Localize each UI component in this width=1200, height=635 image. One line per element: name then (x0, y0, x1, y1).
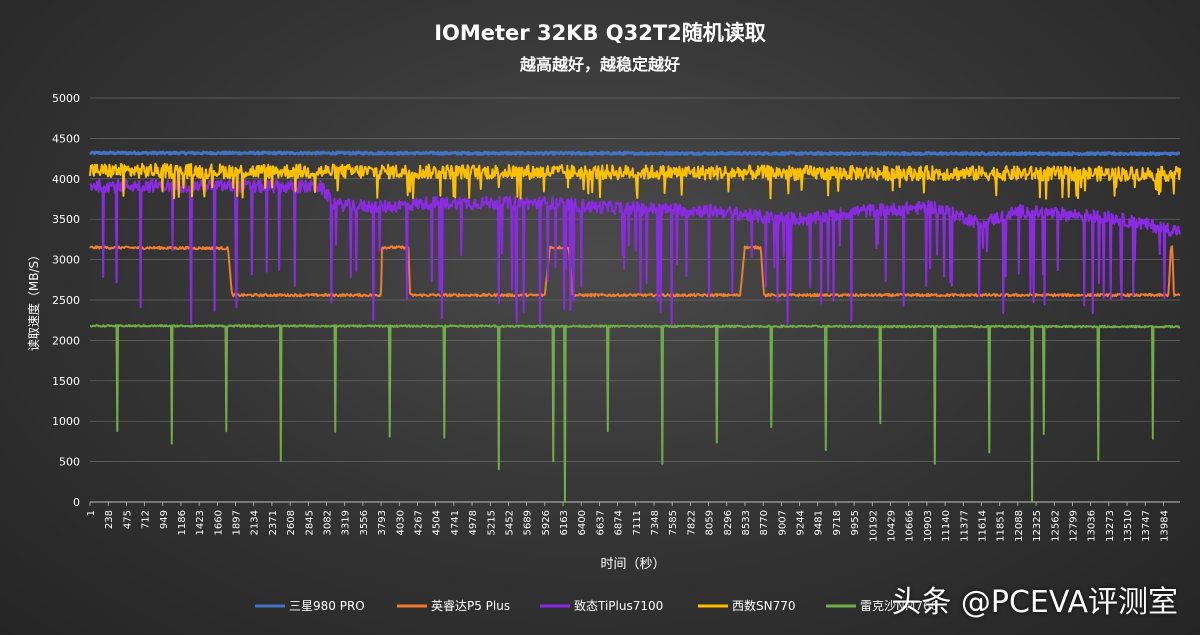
x-tick-label: 1423 (195, 510, 206, 535)
y-axis-label: 读取速度（MB/S） (26, 249, 41, 351)
x-tick-label: 5689 (523, 510, 534, 535)
x-tick-label: 12325 (1032, 510, 1043, 542)
series-line (89, 245, 1181, 298)
x-tick-label: 9955 (850, 510, 861, 535)
x-tick-label: 4030 (395, 510, 406, 535)
legend-label: 三星980 PRO (289, 599, 365, 613)
y-axis: 0 500 1000 1500 2000 2500 3000 3500 4000 4500 5000 (52, 92, 80, 509)
chart-title: IOMeter 32KB Q32T2随机读取 (434, 21, 766, 45)
x-tick-label: 475 (122, 510, 133, 529)
x-tick-label: 7111 (632, 510, 643, 535)
x-tick-label: 13747 (1141, 510, 1152, 542)
x-tick-label: 8059 (705, 510, 716, 535)
series-line (89, 324, 1181, 503)
y-tick-label: 2000 (52, 334, 80, 347)
x-tick-label: 8296 (723, 510, 734, 535)
x-tick-label: 11140 (941, 510, 952, 542)
x-tick-label: 1 (86, 510, 97, 516)
x-tick-label: 4978 (468, 510, 479, 535)
legend-label: 雷克沙NM760 (860, 599, 938, 613)
x-tick-label: 9718 (832, 510, 843, 535)
grid (90, 97, 1180, 503)
x-tick-label: 3319 (341, 510, 352, 535)
x-tick-label: 4741 (450, 510, 461, 535)
legend-label: 西数SN770 (732, 598, 796, 613)
x-tick-label: 4504 (432, 510, 443, 535)
x-tick-label: 10666 (905, 510, 916, 542)
x-tick-label: 5926 (541, 510, 552, 535)
x-tick-label: 6637 (595, 510, 606, 535)
x-tick-label: 6400 (577, 510, 588, 535)
x-tick-label: 12088 (1014, 510, 1025, 542)
x-tick-label: 10429 (887, 510, 898, 542)
x-tick-label: 10192 (868, 510, 879, 542)
x-tick-label: 7822 (686, 510, 697, 535)
y-tick-label: 1500 (52, 375, 80, 388)
y-tick-label: 0 (73, 496, 80, 509)
x-tick-label: 9007 (777, 510, 788, 535)
x-tick-label: 8770 (759, 510, 770, 535)
x-tick-label: 11851 (996, 510, 1007, 542)
x-tick-label: 13510 (1123, 510, 1134, 542)
series-line (89, 178, 1181, 325)
x-tick-label: 3082 (323, 510, 334, 535)
x-tick-label: 712 (141, 510, 152, 529)
x-tick-label: 1186 (177, 510, 188, 535)
x-tick-label: 949 (159, 510, 170, 529)
y-tick-label: 1000 (52, 415, 80, 428)
x-tick-label: 6874 (614, 510, 625, 535)
plot-area (89, 150, 1181, 503)
y-tick-label: 4000 (52, 173, 80, 186)
y-tick-label: 3500 (52, 213, 80, 226)
x-tick-label: 10903 (923, 510, 934, 542)
x-tick-label: 2134 (250, 510, 261, 535)
x-tick-label: 7348 (650, 510, 661, 535)
legend-label: 致态TiPlus7100 (574, 599, 663, 613)
x-tick-label: 5215 (486, 510, 497, 535)
x-tick-label: 2371 (268, 510, 279, 535)
series-line (89, 162, 1181, 200)
x-tick-label: 1897 (232, 510, 243, 535)
y-tick-label: 3000 (52, 254, 80, 267)
x-tick-label: 6163 (559, 510, 570, 535)
x-tick-label: 238 (104, 510, 115, 529)
x-tick-label: 1660 (213, 510, 224, 535)
y-tick-label: 2500 (52, 294, 80, 307)
x-tick-label: 13273 (1105, 510, 1116, 542)
legend: 三星980 PRO 英睿达P5 Plus 致态TiPlus7100 西数SN770 雷克… (255, 598, 938, 613)
x-tick-label: 4267 (413, 510, 424, 535)
x-tick-label: 11377 (959, 510, 970, 542)
x-tick-label: 2608 (286, 510, 297, 535)
x-axis-label: 时间（秒） (600, 557, 665, 572)
legend-label: 英睿达P5 Plus (431, 598, 510, 613)
x-tick-label: 2845 (304, 510, 315, 535)
x-tick-label: 3793 (377, 510, 388, 535)
x-tick-label: 5452 (504, 510, 515, 535)
x-tick-label: 8533 (741, 510, 752, 535)
y-tick-label: 4500 (52, 132, 80, 145)
chart-subtitle: 越高越好，越稳定越好 (519, 55, 680, 74)
y-tick-label: 500 (59, 456, 80, 469)
series-line (89, 150, 1181, 157)
x-axis: 1 238 475 712 949 1186 1423 1660 1897 2134 2371 260… (86, 501, 1180, 542)
x-tick-label: 11614 (977, 510, 988, 542)
x-tick-label: 13984 (1159, 510, 1170, 542)
x-tick-label: 7585 (668, 510, 679, 535)
x-tick-label: 9481 (814, 510, 825, 535)
watermark: 头条 @PCEVA评测室 (891, 585, 1178, 620)
x-tick-label: 12799 (1068, 510, 1079, 542)
x-tick-label: 12562 (1050, 510, 1061, 542)
x-tick-label: 9244 (796, 510, 807, 535)
x-tick-label: 3556 (359, 510, 370, 535)
x-tick-label: 13036 (1087, 510, 1098, 542)
y-tick-label: 5000 (52, 92, 80, 105)
